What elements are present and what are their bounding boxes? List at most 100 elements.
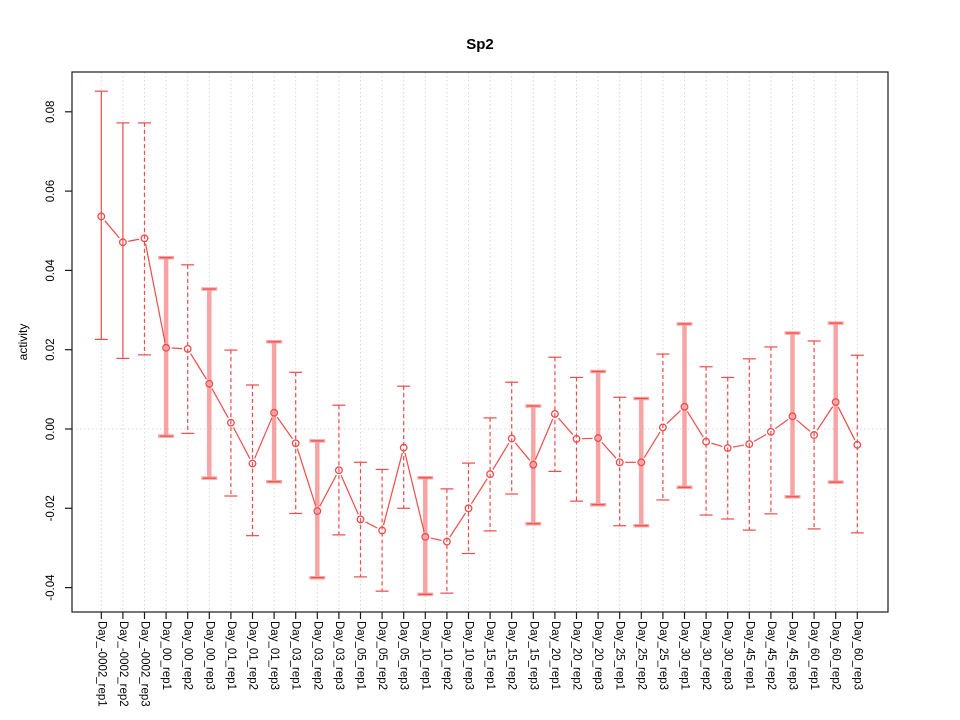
y-tick-label: 0.08 [45, 101, 57, 123]
series-line-segment [171, 347, 183, 350]
series-line-segment [492, 442, 510, 470]
series-line-segment [128, 238, 140, 242]
data-point [658, 423, 667, 432]
series-line-segment [340, 475, 359, 515]
data-point [270, 408, 279, 417]
x-tick-label: Day_00_rep3 [203, 621, 215, 690]
data-point [507, 434, 516, 443]
data-point [637, 458, 646, 467]
x-tick-label: Day_25_rep3 [657, 621, 669, 690]
data-point [334, 466, 343, 475]
series-line-segment [775, 419, 789, 430]
data-point [356, 515, 365, 524]
x-tick-label: Day_20_rep2 [571, 621, 583, 690]
x-tick-label: Day_01_rep3 [268, 621, 280, 690]
data-point [313, 507, 322, 516]
series-line-segment [837, 406, 856, 441]
series-line-segment [816, 406, 834, 431]
x-tick-label: Day_10_rep3 [463, 621, 475, 690]
x-tick-label: Day_03_rep2 [311, 621, 323, 690]
data-point [205, 379, 214, 388]
data-point [594, 434, 603, 443]
series-line-segment [601, 441, 617, 459]
x-tick-label: Day_60_rep3 [851, 621, 863, 690]
data-point [529, 460, 538, 469]
x-tick-label: Day_25_rep1 [614, 621, 626, 690]
data-point [118, 238, 127, 247]
x-tick-label: Day_05_rep2 [376, 621, 388, 690]
x-tick-label: Day_01_rep1 [225, 621, 237, 690]
data-point [464, 504, 473, 513]
series-line-segment [686, 411, 704, 438]
x-tick-label: Day_25_rep2 [635, 621, 647, 690]
y-tick-label: -0.02 [45, 495, 57, 521]
series-line-segment [733, 444, 744, 448]
y-tick-label: 0.04 [45, 259, 57, 282]
series-line-segment [430, 537, 442, 542]
series-line-segment [666, 410, 681, 425]
x-tick-label: Day_01_rep2 [247, 621, 259, 690]
data-point [140, 234, 149, 243]
data-point [615, 458, 624, 467]
x-tick-label: Day_03_rep3 [333, 621, 345, 690]
data-point [97, 212, 106, 221]
data-point [702, 437, 711, 446]
series-line-segment [211, 388, 229, 419]
series-line-segment [470, 478, 488, 504]
series-line-segment [319, 474, 337, 507]
data-point [766, 427, 775, 436]
y-tick-label: 0.02 [45, 339, 57, 361]
data-point [183, 344, 192, 353]
data-point [399, 443, 408, 452]
x-tick-label: Day_00_rep2 [182, 621, 194, 690]
series-line-segment [449, 512, 467, 538]
data-point [421, 532, 430, 541]
y-tick-label: -0.04 [45, 574, 57, 601]
data-point [291, 439, 300, 448]
x-tick-label: Day_05_rep1 [355, 621, 367, 690]
data-point [550, 409, 559, 418]
series-line-segment [753, 433, 767, 442]
data-point [226, 418, 235, 427]
x-tick-label: Day_45_rep1 [743, 621, 755, 690]
data-point [378, 526, 387, 535]
series-line-segment [190, 353, 207, 380]
y-tick-label: 0.06 [45, 180, 57, 202]
data-point [442, 537, 451, 546]
series-line-segment [276, 416, 294, 440]
series-line-segment [558, 417, 574, 436]
x-tick-label: Day_45_rep2 [765, 621, 777, 690]
data-point [486, 470, 495, 479]
series-line-segment [254, 417, 273, 459]
series-line-segment [643, 431, 661, 458]
x-tick-label: Day_60_rep2 [830, 621, 842, 690]
series-line-segment [104, 220, 120, 239]
data-point [680, 402, 689, 411]
data-point [745, 440, 754, 449]
data-point [723, 444, 732, 452]
x-tick-label: Day_05_rep3 [398, 621, 410, 690]
data-point [810, 430, 819, 439]
series-line-segment [534, 418, 554, 460]
x-tick-label: Day_03_rep1 [290, 621, 302, 690]
series-line-segment [296, 448, 317, 507]
series-line-segment [711, 442, 723, 448]
x-tick-label: Day_30_rep3 [722, 621, 734, 690]
x-tick-label: Day_10_rep1 [419, 621, 431, 690]
data-point [853, 440, 862, 449]
x-tick-label: Day_30_rep1 [679, 621, 691, 690]
y-tick-label: 0.00 [45, 418, 57, 440]
x-tick-label: Day_15_rep2 [506, 621, 518, 690]
data-point [788, 412, 797, 421]
x-tick-label: Day_-0002_rep1 [95, 621, 107, 707]
series-line-segment [796, 419, 811, 432]
series-line-segment [232, 427, 251, 459]
x-tick-label: Day_30_rep2 [700, 621, 712, 690]
series-line-segment [514, 442, 531, 461]
x-tick-label: Day_10_rep2 [441, 621, 453, 690]
series-line-segment [382, 452, 403, 526]
x-tick-label: Day_15_rep3 [527, 621, 539, 690]
x-tick-label: Day_60_rep1 [808, 621, 820, 690]
